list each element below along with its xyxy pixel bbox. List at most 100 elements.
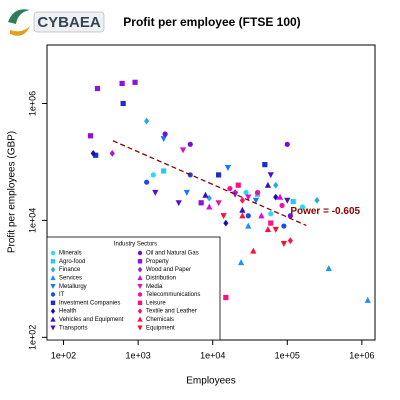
series	[239, 196, 293, 245]
point	[160, 136, 167, 143]
point	[287, 213, 293, 219]
point	[144, 179, 150, 185]
point	[284, 197, 291, 204]
legend: Industry Sectors Minerals Agro-food Finance…	[46, 236, 221, 341]
point	[279, 202, 285, 209]
fit-annotation: Power = -0.605	[290, 206, 360, 217]
legend-label: Distribution	[146, 275, 176, 281]
legend-label: Wood and Paper	[146, 267, 191, 273]
point	[299, 204, 306, 210]
point	[183, 189, 190, 196]
point	[150, 172, 156, 178]
point	[152, 189, 159, 196]
legend-label: Property	[146, 259, 169, 265]
legend-marker	[50, 250, 56, 256]
series	[160, 136, 260, 204]
legend-label: Health	[59, 309, 76, 315]
point	[276, 193, 284, 200]
point	[87, 133, 94, 139]
legend-marker	[137, 266, 143, 273]
point	[245, 222, 252, 229]
point	[243, 189, 249, 196]
x-tick-label: 1e+03	[125, 350, 150, 360]
y-tick-label: 1e+04	[27, 208, 37, 233]
point	[223, 294, 229, 301]
legend-label: IT	[59, 292, 65, 298]
legend-marker	[137, 259, 143, 264]
legend-label: Equipment	[146, 325, 175, 331]
series	[227, 185, 285, 209]
legend-label: Textile and Leather	[146, 309, 197, 315]
point	[268, 211, 274, 217]
point	[264, 181, 272, 188]
point	[202, 191, 209, 198]
point	[287, 237, 293, 245]
point	[161, 168, 167, 174]
series	[202, 181, 272, 213]
x-tick-label: 1e+06	[349, 350, 374, 360]
x-tick-label: 1e+04	[200, 350, 225, 360]
point	[252, 197, 260, 204]
point	[239, 196, 245, 204]
legend-marker	[137, 284, 143, 290]
point	[206, 194, 212, 202]
point	[239, 206, 246, 213]
point	[220, 213, 227, 220]
series	[93, 100, 268, 178]
legend-marker	[50, 308, 56, 314]
point	[273, 181, 279, 189]
legend-label: Oil and Natural Gas	[146, 251, 199, 257]
y-axis-label: Profit per employees (GBP)	[7, 131, 18, 253]
legend-label: Transports	[59, 325, 87, 331]
point	[216, 172, 222, 178]
point	[268, 220, 274, 226]
point	[364, 296, 371, 303]
legend-label: Investment Companies	[59, 300, 120, 306]
legend-marker	[137, 325, 143, 331]
legend-marker	[137, 300, 143, 305]
logo-swirl	[10, 26, 30, 36]
legend-label: Finance	[59, 267, 81, 273]
point	[245, 213, 251, 219]
point	[237, 259, 245, 266]
point	[132, 79, 138, 85]
point	[94, 85, 101, 92]
point	[284, 141, 290, 147]
point	[93, 152, 99, 158]
x-axis-label: Employees	[186, 376, 235, 387]
series	[90, 150, 279, 227]
point	[235, 182, 241, 188]
series	[150, 172, 306, 217]
point	[187, 141, 193, 147]
legend-label: Chemicals	[146, 317, 174, 323]
x-tick-label: 1e+05	[275, 350, 300, 360]
legend-marker	[50, 316, 56, 322]
point	[119, 80, 125, 87]
point	[245, 194, 252, 201]
y-tick-label: 1e+06	[27, 91, 37, 116]
point	[215, 200, 222, 207]
series	[239, 212, 272, 254]
point	[250, 247, 257, 254]
legend-marker	[50, 325, 56, 331]
point	[264, 226, 272, 233]
legend-box	[46, 236, 221, 341]
point	[325, 265, 332, 272]
legend-label: Agro-food	[59, 259, 85, 265]
legend-label: Minerals	[59, 251, 82, 257]
point	[281, 223, 287, 229]
point	[267, 172, 274, 179]
logo-box	[33, 11, 105, 33]
legend-marker	[137, 250, 143, 256]
y-tick-label: 1e+02	[27, 325, 37, 350]
point	[280, 241, 287, 248]
point	[273, 193, 279, 201]
point	[90, 150, 96, 157]
legend-label: Vehicles and Equipment	[59, 317, 124, 323]
series	[223, 182, 274, 301]
point	[290, 198, 296, 205]
point	[258, 212, 265, 219]
series	[220, 213, 287, 248]
legend-title: Industry Sectors	[114, 242, 157, 248]
